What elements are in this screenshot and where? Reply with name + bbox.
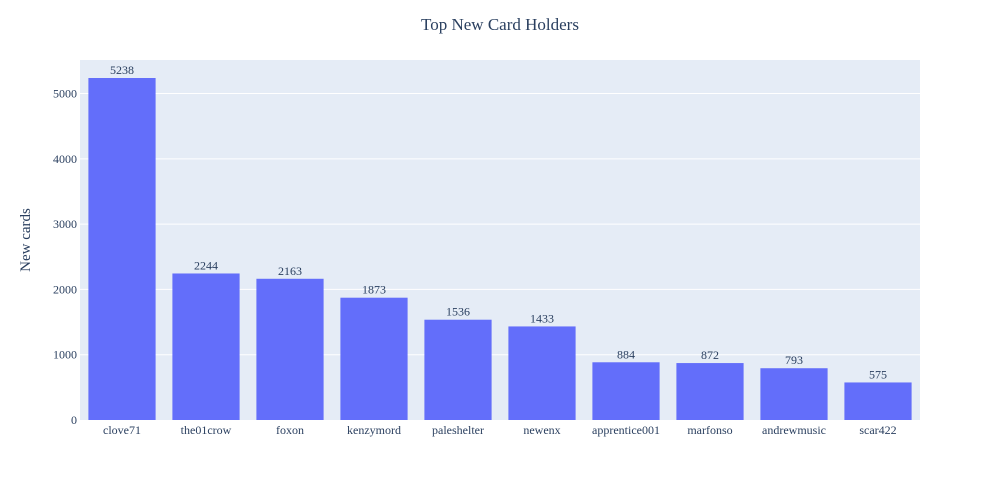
bar xyxy=(844,382,912,420)
x-tick-label: marfonso xyxy=(687,423,732,437)
data-label: 872 xyxy=(701,348,719,362)
x-tick-label: clove71 xyxy=(103,423,141,437)
y-axis-label: New cards xyxy=(18,208,34,272)
x-tick-label: the01crow xyxy=(181,423,232,437)
bar xyxy=(508,326,576,420)
x-tick-label: apprentice001 xyxy=(592,423,660,437)
bars xyxy=(88,77,912,420)
bar xyxy=(760,368,828,420)
data-label: 2244 xyxy=(194,258,218,272)
y-tick-label: 5000 xyxy=(53,87,77,101)
x-tick-label: andrewmusic xyxy=(762,423,826,437)
x-axis-ticks: clove71 the01crow foxon kenzymord paleshelte… xyxy=(103,423,897,437)
bar xyxy=(88,77,156,420)
data-label: 2163 xyxy=(278,264,302,278)
x-tick-label: kenzymord xyxy=(347,423,401,437)
y-axis-ticks: 0 1000 2000 3000 4000 5000 xyxy=(53,87,77,427)
data-label: 1536 xyxy=(446,305,470,319)
data-labels: 5238 2244 2163 1873 1536 1433 884 872 793 575 xyxy=(110,63,887,381)
data-label: 884 xyxy=(617,347,635,361)
x-tick-label: newenx xyxy=(523,423,560,437)
x-tick-label: paleshelter xyxy=(432,423,484,437)
bar xyxy=(340,297,408,420)
bar xyxy=(424,319,492,420)
y-tick-label: 4000 xyxy=(53,152,77,166)
y-tick-label: 3000 xyxy=(53,217,77,231)
y-tick-label: 1000 xyxy=(53,348,77,362)
bar xyxy=(172,273,240,420)
data-label: 5238 xyxy=(110,63,134,77)
y-tick-label: 0 xyxy=(71,413,77,427)
chart-title: Top New Card Holders xyxy=(421,15,579,34)
data-label: 793 xyxy=(785,353,803,367)
y-tick-label: 2000 xyxy=(53,282,77,296)
bar xyxy=(592,362,660,420)
x-tick-label: foxon xyxy=(276,423,304,437)
data-label: 1433 xyxy=(530,311,554,325)
data-label: 1873 xyxy=(362,283,386,297)
bar xyxy=(256,278,324,420)
x-tick-label: scar422 xyxy=(859,423,896,437)
bar xyxy=(676,363,744,420)
data-label: 575 xyxy=(869,367,887,381)
